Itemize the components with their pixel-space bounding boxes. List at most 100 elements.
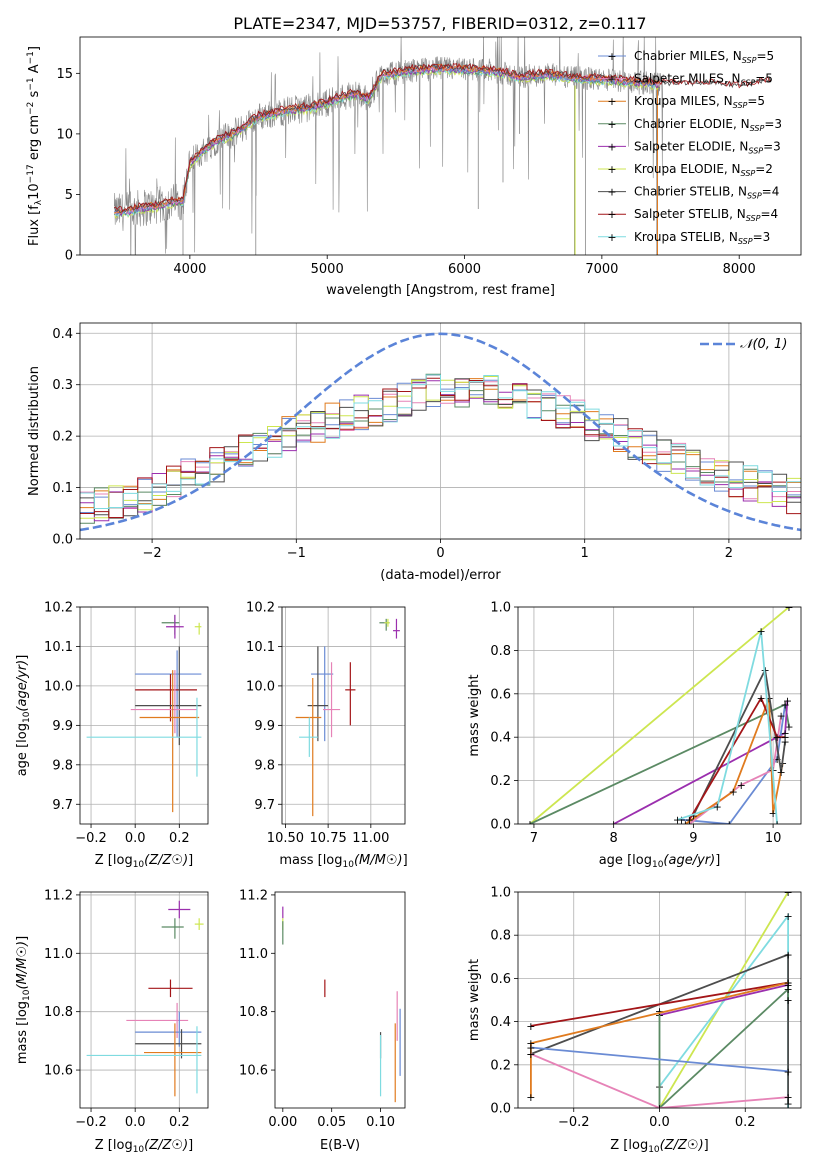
weight-marker-kroupa_elodie: + xyxy=(784,601,793,614)
y-tick-label: 10.2 xyxy=(44,601,73,616)
panel-age_vs_mass: 10.50 10.75 11.00 9.7 9.8 9.9 10.0 10.1 10.2 mass… xyxy=(246,601,408,871)
legend-label: Kroupa STELIB, NSSP=3 xyxy=(634,230,770,246)
weight-line-salpeter_miles xyxy=(530,1053,789,1108)
legend: + Chabrier MILES, NSSP=5 + Salpeter MILES, … xyxy=(598,49,782,246)
panel-age_vs_Z: −0.2 0.0 0.2 9.7 9.8 9.9 10.0 10.1 10.2 Z [log10(… xyxy=(15,601,209,870)
axes-frame xyxy=(517,891,802,1109)
x-tick-label: 1 xyxy=(581,546,589,561)
y-tick-label: 0 xyxy=(65,249,73,264)
legend-marker: + xyxy=(607,231,616,244)
y-tick-label: 15 xyxy=(56,67,73,82)
weight-marker-salpeter_stelib: + xyxy=(685,814,694,827)
legend-marker: + xyxy=(607,95,616,108)
y-tick-label: 10.1 xyxy=(246,640,275,655)
axes-frame xyxy=(79,891,209,1109)
weight-marker-kroupa_stelib: + xyxy=(713,801,722,814)
y-tick-label: 11.0 xyxy=(44,947,73,962)
weight-marker-kroupa_miles: + xyxy=(729,785,738,798)
x-tick-label: 0.05 xyxy=(317,1115,346,1130)
weight-marker-salpeter_miles: + xyxy=(776,710,785,723)
x-tick-label: 2 xyxy=(725,546,733,561)
legend-label: Salpeter ELODIE, NSSP=3 xyxy=(634,139,781,155)
model-spectrum-kroupa_miles xyxy=(114,63,660,215)
weight-line-chabrier_stelib xyxy=(530,953,789,1104)
histogram-chabrier_stelib xyxy=(80,378,801,517)
weight-marker-chabrier_elodie: + xyxy=(655,1102,664,1115)
x-axis-label: mass [log10(M/M☉)] xyxy=(279,853,407,870)
weight-marker-kroupa_miles: + xyxy=(526,1037,535,1050)
x-tick-label: 11.00 xyxy=(352,831,389,846)
x-tick-label: 4000 xyxy=(173,262,206,277)
figure-title: PLATE=2347, MJD=53757, FIBERID=0312, z=0… xyxy=(233,14,646,33)
weight-marker-kroupa_miles: + xyxy=(681,818,690,831)
weight-marker-chabrier_stelib: + xyxy=(784,949,793,962)
plot-area-age_vs_mass xyxy=(295,618,400,817)
y-tick-label: 9.7 xyxy=(254,798,275,813)
panel-mass_vs_ebv: 0.00 0.05 0.10 10.6 10.8 11.0 11.2 E(B-V) xyxy=(239,888,406,1153)
weight-marker-chabrier_stelib: + xyxy=(689,809,698,822)
weight-marker-salpeter_stelib: + xyxy=(526,1020,535,1033)
histogram-kroupa_stelib xyxy=(80,374,801,509)
weight-marker-chabrier_elodie: + xyxy=(655,1005,664,1018)
y-tick-label: 0.3 xyxy=(52,378,73,393)
weight-marker-salpeter_miles: + xyxy=(784,1091,793,1104)
x-tick-label: 8000 xyxy=(723,262,756,277)
x-axis-label: Z [log10(Z/Z☉)] xyxy=(610,1138,708,1155)
weight-marker-salpeter_stelib: + xyxy=(757,692,766,705)
model-spectrum-kroupa_stelib xyxy=(114,67,660,218)
weight-marker-chabrier_elodie: + xyxy=(525,818,534,831)
y-tick-label: 9.7 xyxy=(52,798,73,813)
y-tick-label: 0.1 xyxy=(52,481,73,496)
axes-frame xyxy=(79,36,802,256)
legend-label: Chabrier MILES, NSSP=5 xyxy=(634,49,774,65)
weight-marker-kroupa_elodie: + xyxy=(525,818,534,831)
weight-marker-salpeter_elodie: + xyxy=(780,727,789,740)
y-tick-label: 0.4 xyxy=(490,731,511,746)
x-tick-label: −0.2 xyxy=(558,1115,590,1130)
plot-area-mw_vs_age: +++++++++ ++++++++++++++++++++++++ xyxy=(525,601,794,831)
x-axis-label: E(B-V) xyxy=(320,1138,360,1153)
x-tick-label: 0.0 xyxy=(649,1115,670,1130)
plot-area-mw_vs_Z: ++++++++++++++++++++++++ xyxy=(526,892,793,1115)
x-tick-label: −2 xyxy=(143,546,162,561)
x-tick-label: 0 xyxy=(436,546,444,561)
weight-marker-salpeter_stelib: + xyxy=(772,731,781,744)
y-tick-label: 9.9 xyxy=(52,719,73,734)
weight-line-chabrier_elodie xyxy=(658,987,789,1108)
weight-marker-chabrier_miles: + xyxy=(772,753,781,766)
y-tick-label: 10 xyxy=(56,127,73,142)
legend-label: Chabrier ELODIE, NSSP=3 xyxy=(634,117,782,133)
y-tick-label: 11.0 xyxy=(239,947,268,962)
weight-marker-chabrier_miles: + xyxy=(526,1042,535,1055)
panel-mw_vs_age: +++++++++ ++++++++++++++++++++++++7 8 9 10 0.… xyxy=(467,601,802,870)
y-tick-label: 10.6 xyxy=(44,1064,73,1079)
plot-area-age_vs_Z xyxy=(86,614,202,813)
axes-frame xyxy=(274,891,406,1109)
x-axis-label: wavelength [Angstrom, rest frame] xyxy=(326,283,555,298)
legend-label-normal: 𝒩(0, 1) xyxy=(740,337,787,352)
y-axis-label: Normed distribution xyxy=(27,366,42,496)
y-tick-label: 1.0 xyxy=(490,601,511,616)
x-axis-label: Z [log10(Z/Z☉)] xyxy=(95,1138,193,1155)
weight-marker-chabrier_elodie: + xyxy=(784,994,793,1007)
plot-area-spectrum xyxy=(113,37,772,255)
model-spectrum-chabrier_stelib xyxy=(113,62,772,214)
legend-marker: + xyxy=(607,186,616,199)
y-tick-label: 0.0 xyxy=(490,818,511,833)
y-axis-label: mass weight xyxy=(467,959,482,1041)
x-tick-label: −0.2 xyxy=(75,1115,107,1130)
weight-line-chabrier_miles xyxy=(681,704,786,824)
y-tick-label: 0.4 xyxy=(52,327,73,342)
weight-marker-salpeter_elodie: + xyxy=(609,818,618,831)
weight-marker-salpeter_miles: + xyxy=(655,1102,664,1115)
model-spectrum-chabrier_miles xyxy=(114,64,660,216)
y-tick-label: 0.4 xyxy=(490,1015,511,1030)
x-tick-label: −1 xyxy=(287,546,306,561)
legend-marker: + xyxy=(607,50,616,63)
weight-marker-kroupa_stelib: + xyxy=(757,625,766,638)
y-tick-label: 5 xyxy=(65,188,73,203)
axes-frame xyxy=(281,606,406,825)
weight-line-kroupa_stelib xyxy=(658,913,789,1108)
weight-marker-kroupa_miles: + xyxy=(784,977,793,990)
plot-area-residuals xyxy=(80,332,801,532)
